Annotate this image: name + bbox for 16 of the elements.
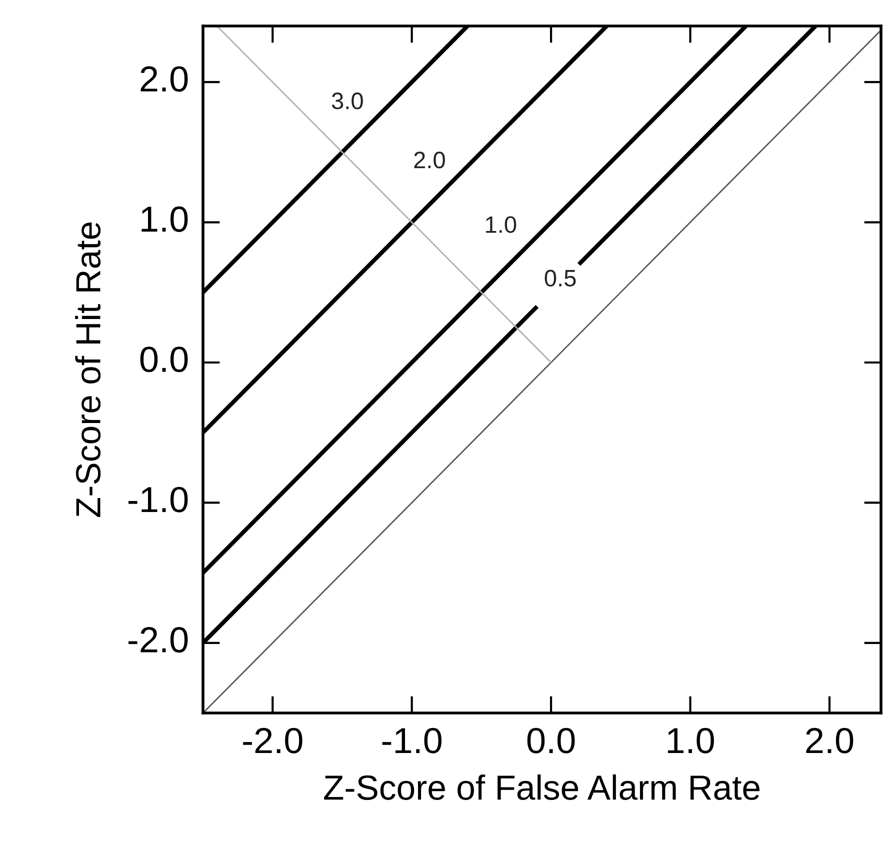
y-axis-title: Z-Score of Hit Rate — [75, 222, 101, 517]
annotation: 2.0 — [414, 152, 445, 168]
x-tick-label: -1.0 — [382, 728, 442, 754]
x-axis-title: Z-Score of False Alarm Rate — [324, 774, 760, 800]
y-tick-label: 2.0 — [140, 66, 188, 92]
x-tick-label: 0.0 — [527, 728, 575, 754]
annotation: 3.0 — [332, 92, 363, 110]
y-tick-label: 0.0 — [140, 346, 188, 372]
annotation: 1.0 — [486, 216, 516, 233]
y-tick-label: -2.0 — [128, 627, 188, 653]
y-tick-label: -1.0 — [128, 486, 188, 512]
annotation: 0.5 — [544, 270, 576, 287]
y-tick-label: 1.0 — [142, 206, 188, 232]
x-tick-label: 2.0 — [806, 728, 854, 754]
x-tick-label: -2.0 — [243, 728, 302, 754]
x-tick-label: 1.0 — [668, 728, 714, 754]
